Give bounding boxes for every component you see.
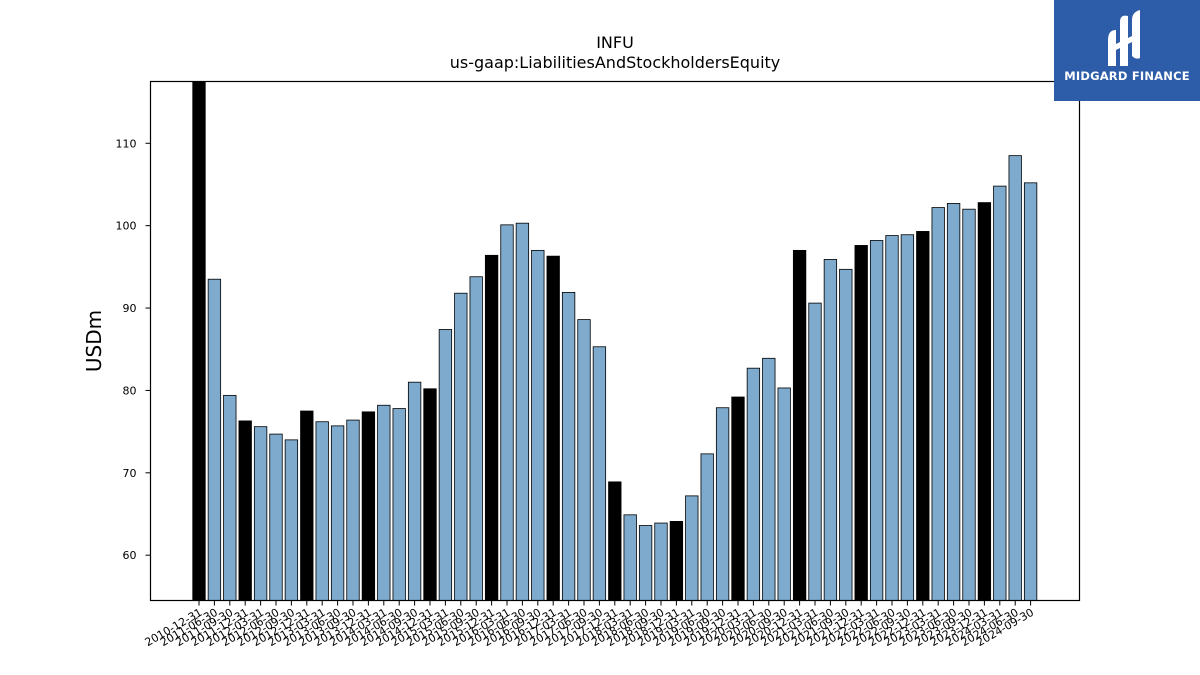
logo-text: MIDGARD FINANCE — [1064, 69, 1190, 83]
y-tick-label: 60 — [123, 549, 137, 562]
y-axis-label: USDm — [82, 310, 106, 372]
y-ticks-group: 60 70 80 90 100 110 — [116, 137, 151, 562]
bar-2016-12-31 — [546, 255, 560, 601]
bar-2012-03-31 — [253, 426, 268, 601]
bar-2020-09-30 — [777, 387, 791, 601]
bar-2024-03-31 — [993, 185, 1007, 601]
bar-2015-03-31 — [438, 329, 453, 601]
bar-2014-12-31 — [423, 388, 437, 601]
bar-2017-12-31 — [608, 481, 622, 601]
bar-2011-09-30 — [223, 394, 237, 601]
chart-subtitle: us-gaap:LiabilitiesAndStockholdersEquity — [450, 53, 781, 72]
bar-2019-09-30 — [715, 407, 730, 601]
bar-2018-06-30 — [638, 525, 653, 601]
bar-2024-06-30 — [1008, 155, 1022, 601]
bar-2012-12-31 — [300, 410, 314, 601]
bar-2020-06-30 — [762, 357, 776, 601]
bar-2023-06-30 — [946, 203, 961, 601]
bar-2013-06-30 — [330, 425, 345, 601]
bar-2020-03-31 — [746, 367, 761, 601]
bar-2019-03-31 — [685, 495, 699, 601]
bar-2016-09-30 — [531, 249, 545, 601]
bar-2021-06-30 — [823, 259, 838, 601]
bar-2012-06-30 — [269, 433, 283, 601]
chart-title: INFU — [596, 33, 634, 52]
bar-2019-06-30 — [700, 453, 714, 601]
bar-2023-12-31 — [977, 202, 992, 601]
bar-2019-12-31 — [731, 396, 745, 601]
bar-2022-12-31 — [916, 231, 930, 601]
bar-2015-06-30 — [454, 292, 468, 601]
bar-2018-09-30 — [654, 522, 668, 601]
y-tick-label: 110 — [116, 137, 137, 150]
bar-2016-06-30 — [515, 222, 530, 601]
bar-2014-03-31 — [377, 404, 391, 601]
bar-2015-09-30 — [469, 276, 483, 601]
logo-mark-icon — [1108, 10, 1140, 67]
bar-2022-06-30 — [885, 235, 899, 601]
bar-2020-12-31 — [792, 249, 807, 601]
bar-2014-06-30 — [392, 408, 406, 601]
y-tick-label: 70 — [123, 467, 137, 480]
plot-frame — [149, 80, 1081, 602]
bar-2021-09-30 — [839, 268, 853, 601]
y-tick-label: 100 — [116, 220, 137, 233]
midgard-finance-logo: MIDGARD FINANCE — [1054, 0, 1200, 101]
bar-2013-12-31 — [361, 411, 376, 601]
bar-2016-03-31 — [500, 224, 514, 601]
bar-2017-09-30 — [592, 346, 607, 601]
bar-2022-03-31 — [869, 240, 884, 601]
bar-2023-03-31 — [931, 207, 945, 601]
bar-2012-09-30 — [284, 439, 299, 601]
bar-2023-09-30 — [962, 208, 976, 601]
bar-2018-03-31 — [623, 514, 637, 601]
bar-2014-09-30 — [407, 381, 422, 601]
bar-2013-09-30 — [346, 419, 360, 601]
bar-2022-09-30 — [900, 234, 915, 601]
x-ticks-group: 2010-12-312011-06-302011-09-302011-12-31… — [143, 600, 1036, 649]
y-tick-label: 90 — [123, 302, 137, 315]
bar-2021-03-31 — [808, 302, 822, 601]
bar-2015-12-31 — [484, 254, 499, 601]
bar-2013-03-31 — [315, 421, 329, 601]
bar-2018-12-31 — [669, 521, 684, 601]
bar-2010-12-31 — [192, 81, 206, 601]
bar-2017-06-30 — [577, 319, 591, 601]
bar-2017-03-31 — [561, 291, 576, 601]
y-tick-label: 80 — [123, 384, 137, 397]
bar-2024-09-30 — [1023, 182, 1038, 601]
bar-2011-06-30 — [207, 278, 222, 601]
bar-2021-12-31 — [854, 245, 868, 601]
bars-group — [192, 81, 1038, 601]
bar-2011-12-31 — [238, 420, 252, 601]
